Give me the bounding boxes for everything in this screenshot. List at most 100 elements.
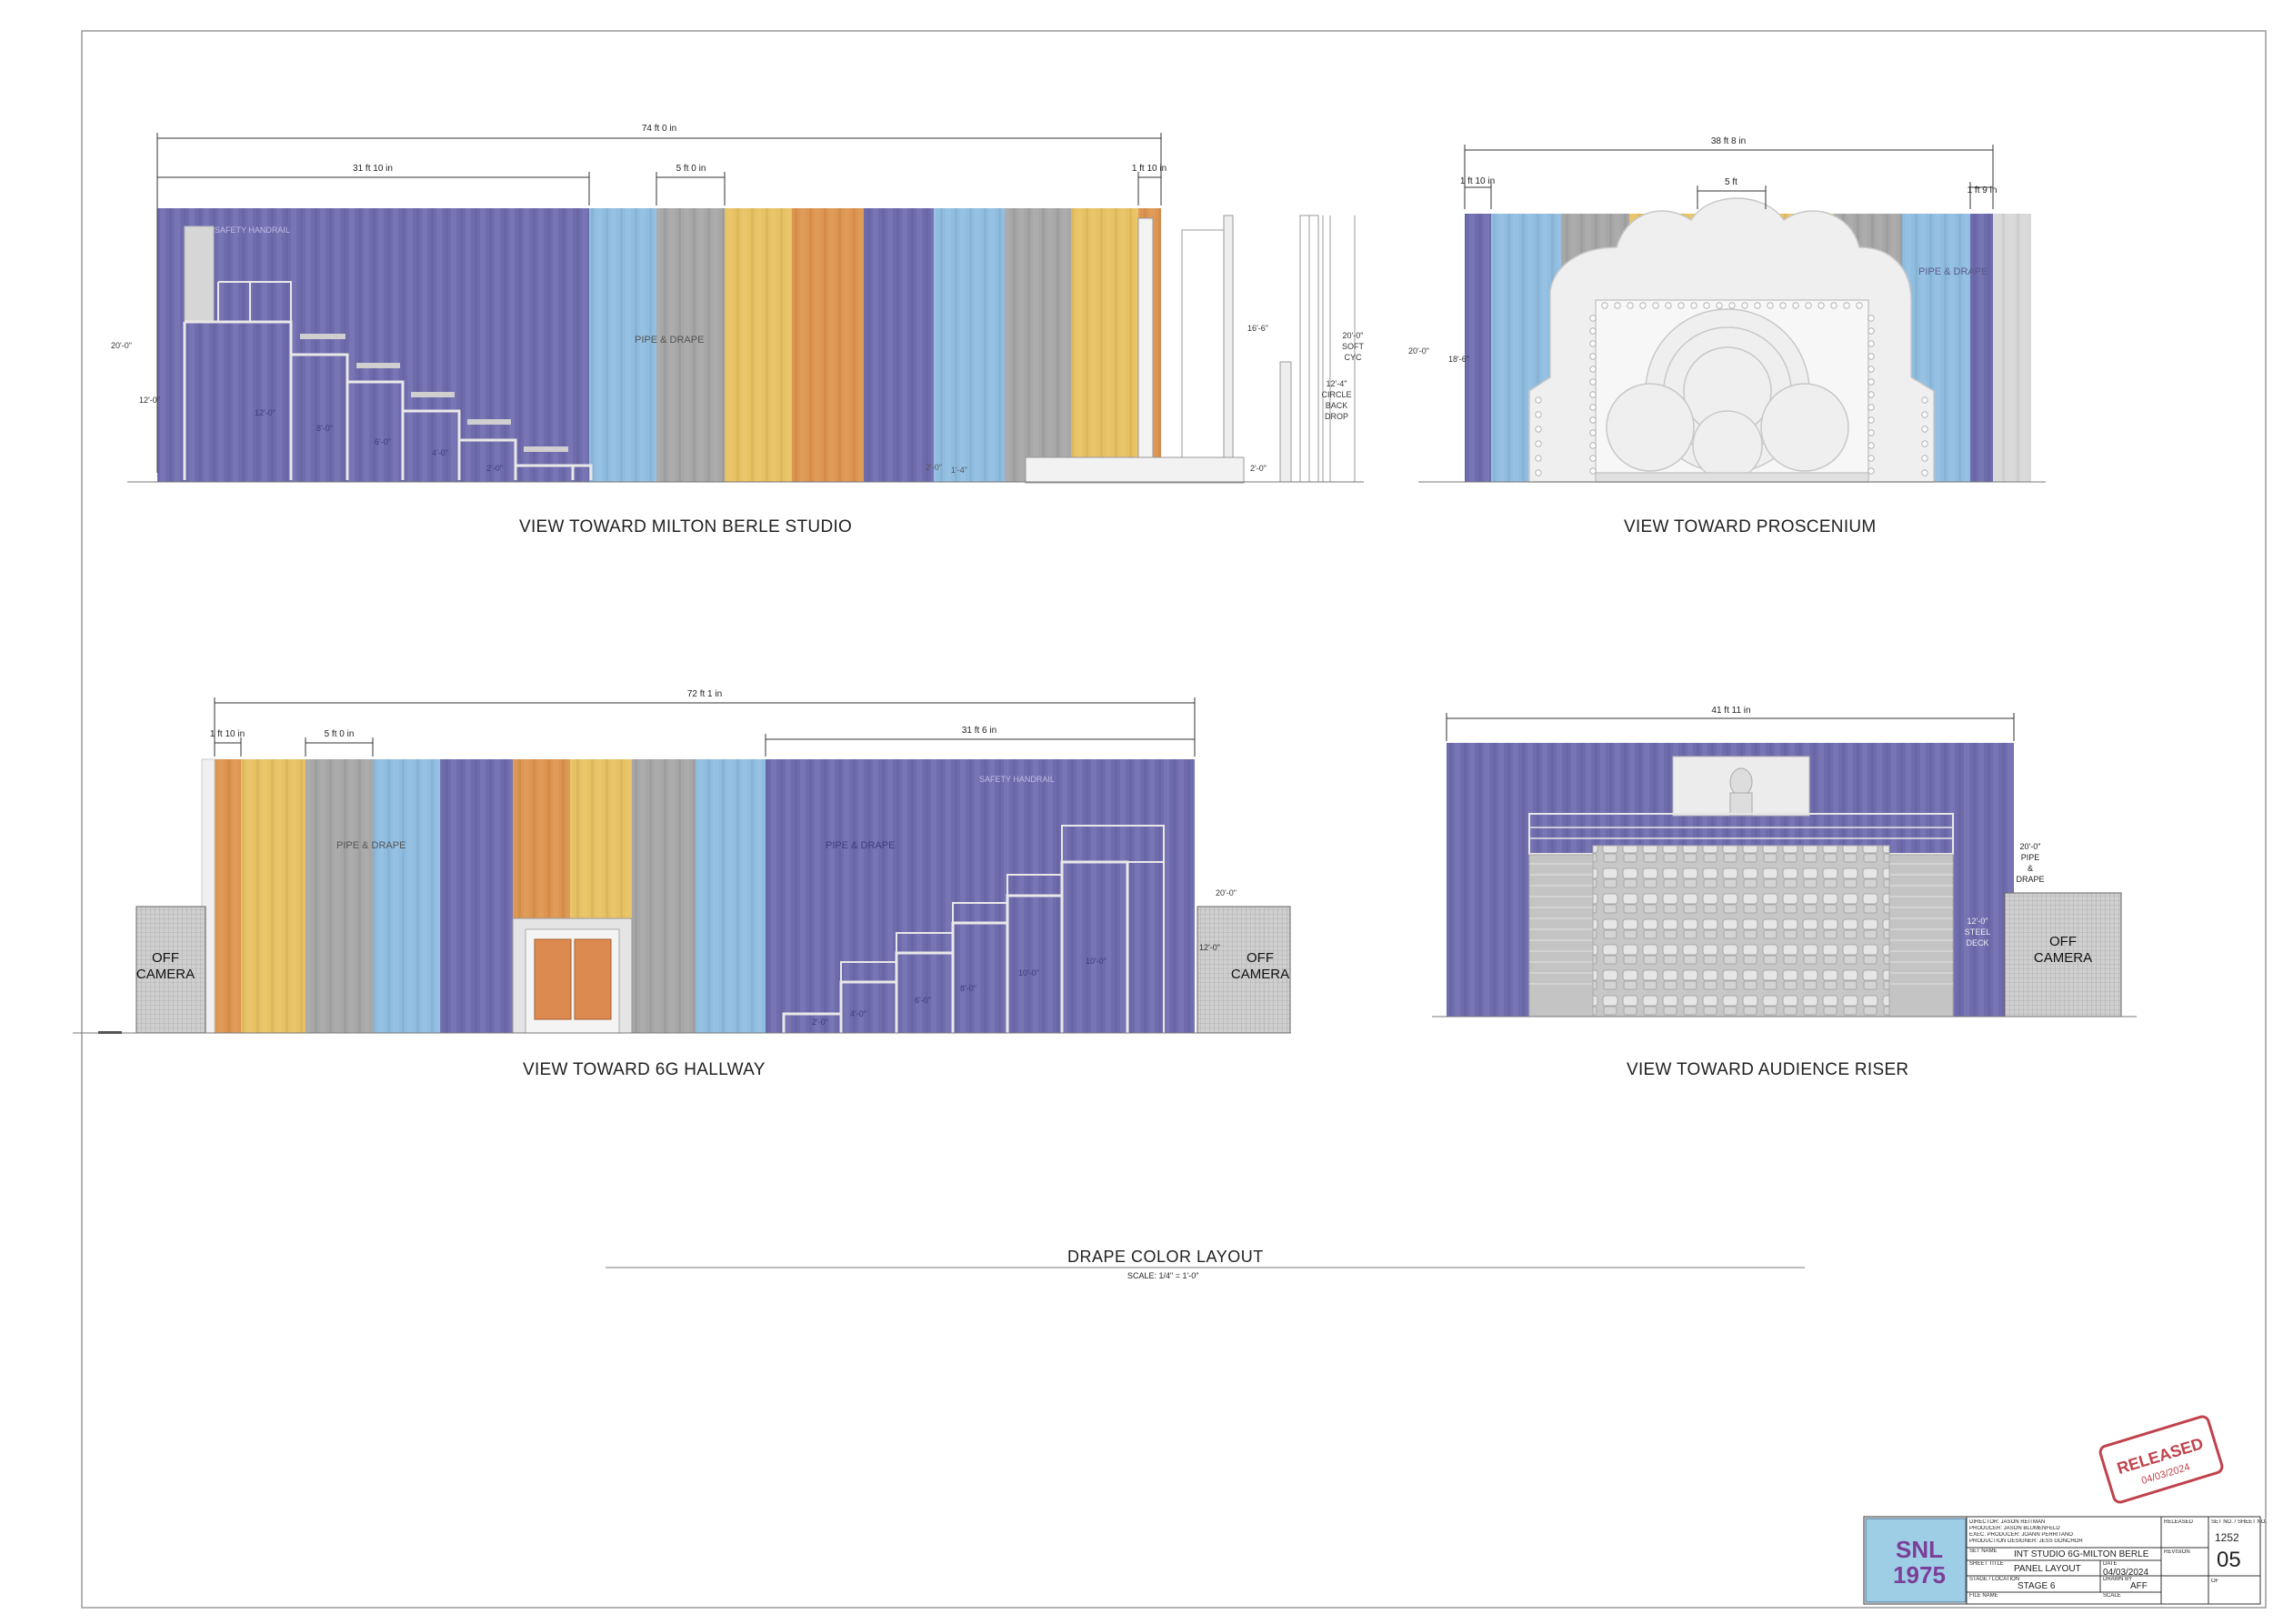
- dim-bleacher-width: 31 ft 6 in: [962, 726, 996, 736]
- marquee-bulb: [1728, 302, 1736, 309]
- sheet-title: DRAPE COLOR LAYOUT: [1067, 1248, 1264, 1266]
- credit-line: EXEC. PRODUCER: JOANN PERRITANO: [1969, 1532, 2073, 1538]
- marquee-bulb: [1535, 469, 1542, 476]
- show-logo: [1865, 1518, 1967, 1603]
- marquee-bulb: [1589, 391, 1597, 398]
- sheet-title-label: SHEET TITLE: [1969, 1561, 2004, 1567]
- marquee-bulb: [1535, 426, 1542, 433]
- drape-panels: [157, 208, 1161, 482]
- off-camera-label: OFF: [2049, 934, 2077, 949]
- dim-center-panel: 5 ft: [1725, 177, 1737, 187]
- marquee-bulb: [1867, 327, 1875, 335]
- marquee-bulb: [1741, 302, 1748, 309]
- dimension-lines: [156, 133, 1162, 473]
- drawn-by-label: DRAWN BY: [2103, 1577, 2133, 1582]
- marquee-bulb: [1601, 302, 1608, 309]
- marquee-bulb: [1921, 455, 1928, 462]
- height-18ft: 18'-6": [1448, 355, 1469, 364]
- marquee-bulb: [1817, 302, 1825, 309]
- marquee-bulb: [1652, 302, 1659, 309]
- title-block: [1863, 1516, 2261, 1605]
- marquee-bulb: [1867, 416, 1875, 424]
- scale-note: SCALE: 1/4" = 1'-0": [1127, 1271, 1199, 1280]
- view-milton-berle-studio: 74 ft 0 in 31 ft 10 in 5 ft 0 in 1 ft 10…: [111, 124, 1365, 484]
- marquee-lights: [1535, 302, 1928, 476]
- riser-height: 6'-0": [375, 437, 391, 446]
- marquee-bulb: [1867, 467, 1875, 475]
- label-pipe-drape: PIPE & DRAPE: [826, 840, 895, 851]
- off-camera-box: [2004, 892, 2122, 1018]
- off-camera-label: CAMERA: [1231, 967, 1289, 982]
- marquee-bulb: [1589, 366, 1597, 373]
- date-label: DATE: [2103, 1561, 2118, 1567]
- view-proscenium: 38 ft 8 in 1 ft 10 in 5 ft 1 ft 9 in PIP…: [1408, 136, 2046, 483]
- side-structures: [1025, 215, 1356, 484]
- label-safety-handrail: SAFETY HANDRAIL: [215, 226, 290, 235]
- soft-cyc-label: CYC: [1344, 353, 1362, 362]
- sheet-border: [81, 30, 2267, 1609]
- marquee-bulb: [1867, 353, 1875, 360]
- marquee-bulb: [1589, 353, 1597, 360]
- marquee-bulb: [1921, 440, 1928, 447]
- released-label: RELEASED: [2164, 1519, 2194, 1525]
- marquee-bulb: [1779, 302, 1787, 309]
- marquee-bulb: [1665, 302, 1672, 309]
- marquee-bulb: [1921, 396, 1928, 404]
- riser-height: 10'-0": [1086, 957, 1106, 966]
- view-6g-hallway: 72 ft 1 in 1 ft 10 in 5 ft 0 in 31 ft 6 …: [73, 689, 1291, 1034]
- riser-height: 4'-0": [850, 1009, 866, 1018]
- riser-height: 2'-0": [812, 1018, 828, 1027]
- height-12ft: 12'-0": [139, 396, 160, 405]
- dim-bleacher-width: 31 ft 10 in: [353, 164, 393, 174]
- bleacher-stairs: [782, 825, 1165, 1033]
- marquee-bulb: [1589, 429, 1597, 436]
- date-value: 04/03/2024: [2103, 1568, 2149, 1578]
- off-camera-label: CAMERA: [2034, 950, 2092, 966]
- view-title: VIEW TOWARD PROSCENIUM: [1624, 517, 1877, 536]
- bleacher-stairs: [183, 226, 593, 480]
- dim-overall: 72 ft 1 in: [687, 689, 722, 699]
- dim-overall: 74 ft 0 in: [642, 124, 676, 134]
- off-camera-label: CAMERA: [136, 967, 195, 982]
- off-camera-label: OFF: [1247, 950, 1274, 966]
- riser-height: 8'-0": [316, 424, 333, 433]
- marquee-bulb: [1867, 429, 1875, 436]
- marquee-bulb: [1843, 302, 1850, 309]
- riser-height: 4'-0": [432, 448, 448, 457]
- label-pipe-drape: PIPE & DRAPE: [1918, 266, 1988, 277]
- marquee-bulb: [1535, 440, 1542, 447]
- height-2ft: 2'-0": [1250, 464, 1267, 473]
- height-20ft: 20'-0": [1408, 346, 1429, 356]
- riser-height: 10'-0": [1018, 968, 1039, 977]
- marquee-bulb: [1589, 378, 1597, 386]
- released-stamp: RELEASED 04/03/2024: [2098, 1415, 2224, 1504]
- marquee-bulb: [1535, 396, 1542, 404]
- sheet-number: 05: [2217, 1548, 2241, 1572]
- marquee-bulb: [1589, 315, 1597, 322]
- view-title: VIEW TOWARD AUDIENCE RISER: [1627, 1060, 1909, 1079]
- credit-line: PRODUCTION DESIGNER: JESS GONCHOR: [1969, 1539, 2083, 1544]
- dim-panel-width: 5 ft 0 in: [676, 164, 706, 174]
- pipe-drape-label: &: [2028, 864, 2033, 873]
- marquee-bulb: [1867, 340, 1875, 347]
- dim-panel-width: 5 ft 0 in: [325, 729, 355, 739]
- hallway-door: [512, 917, 633, 1034]
- dim-overall: 41 ft 11 in: [1711, 706, 1750, 716]
- marquee-bulb: [1627, 302, 1634, 309]
- off-camera-box-left: [135, 906, 206, 1034]
- steel-deck-label: 12'-0": [1968, 917, 1988, 926]
- marquee-bulb: [1867, 442, 1875, 449]
- marquee-bulb: [1767, 302, 1774, 309]
- set-no-label: SET NO. / SHEET NO.: [2211, 1519, 2268, 1525]
- riser-height: 8'-0": [960, 984, 976, 993]
- soft-cyc-label: 20'-0": [1343, 331, 1364, 340]
- label-pipe-drape: PIPE & DRAPE: [336, 840, 406, 851]
- steel-deck-label: STEEL: [1965, 927, 1991, 937]
- marquee-bulb: [1535, 411, 1542, 418]
- marquee-bulb: [1856, 302, 1863, 309]
- drawn-by-value: AFF: [2130, 1581, 2148, 1591]
- marquee-bulb: [1754, 302, 1761, 309]
- riser-height: 6'-0": [915, 996, 931, 1005]
- width-1ft4: 1'-4": [951, 466, 967, 475]
- credit-line: DIRECTOR: JASON REITMAN: [1969, 1519, 2046, 1525]
